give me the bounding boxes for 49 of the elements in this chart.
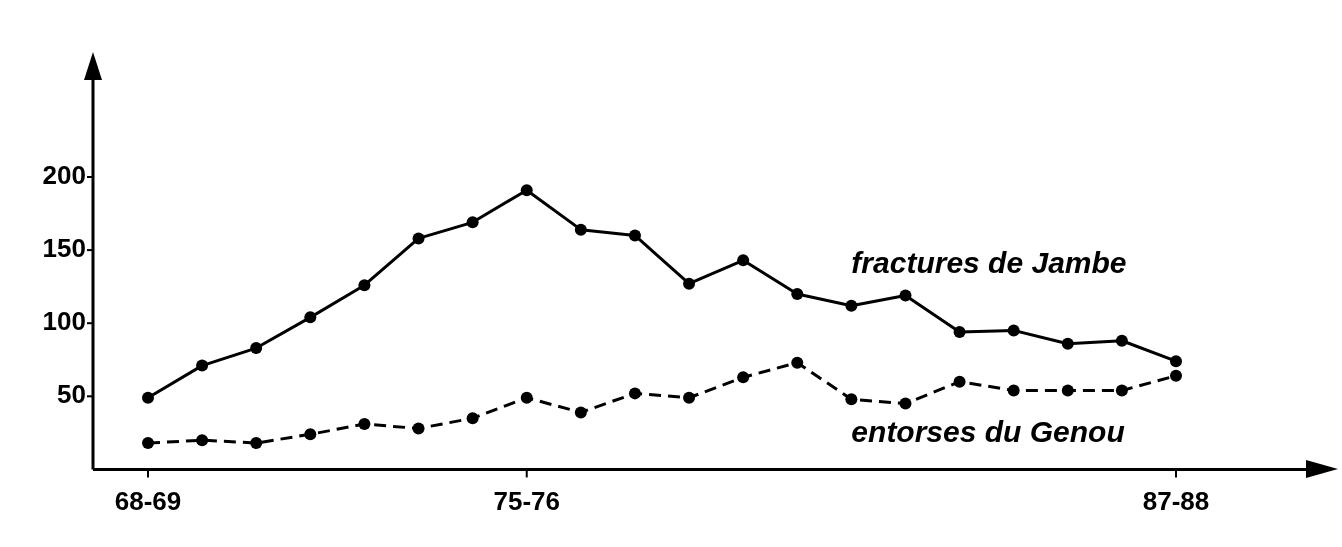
y-tick-label: 100 — [42, 306, 86, 337]
x-tick-label: 87-88 — [1142, 486, 1210, 517]
point — [196, 434, 209, 447]
point — [304, 311, 317, 324]
point — [574, 406, 587, 419]
point — [1007, 384, 1020, 397]
x-tick-label: 75-76 — [493, 486, 560, 517]
series-label: entorses du Genou — [851, 415, 1125, 449]
point — [358, 418, 371, 431]
point — [1061, 337, 1074, 350]
point — [358, 279, 371, 292]
y-tick-label: 150 — [42, 233, 86, 264]
point — [845, 299, 858, 312]
point — [791, 287, 804, 300]
point — [1115, 384, 1128, 397]
point — [791, 356, 804, 369]
point — [142, 391, 154, 404]
point — [250, 342, 263, 355]
point — [412, 232, 425, 245]
point — [683, 391, 696, 404]
point — [520, 184, 533, 197]
point — [142, 437, 154, 450]
y-tick-label: 50 — [57, 379, 86, 410]
point — [250, 437, 263, 450]
point — [737, 371, 750, 384]
point — [899, 397, 912, 410]
point — [1007, 324, 1020, 337]
point — [520, 391, 533, 404]
point — [574, 223, 587, 236]
point — [628, 387, 641, 400]
point — [1170, 369, 1182, 382]
point — [466, 216, 479, 229]
point — [953, 325, 966, 338]
point — [196, 359, 209, 372]
point — [899, 289, 912, 302]
point — [466, 412, 479, 425]
point — [1115, 334, 1128, 347]
y-tick-label: 200 — [42, 160, 86, 191]
point — [953, 375, 966, 388]
point — [683, 277, 696, 290]
point — [628, 229, 641, 242]
point — [845, 393, 858, 406]
point — [737, 254, 750, 267]
series-label: fractures de Jambe — [851, 245, 1127, 279]
point — [304, 428, 317, 441]
point — [1061, 384, 1074, 397]
point — [412, 422, 425, 435]
x-tick-label: 68-69 — [114, 486, 182, 517]
point — [1170, 355, 1182, 368]
